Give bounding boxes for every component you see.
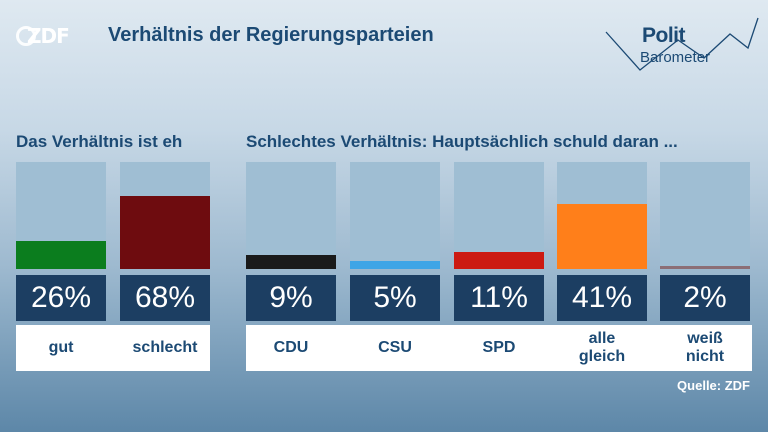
bar-track — [350, 162, 440, 269]
bar-spd — [454, 252, 544, 269]
bar-track — [246, 162, 336, 269]
politbarometer-zigzag-icon — [605, 17, 759, 71]
politbarometer-line2: Barometer — [640, 49, 711, 66]
chart-title: Verhältnis der Regierungsparteien — [108, 24, 434, 46]
right-label-strip — [246, 325, 752, 371]
bar-track — [660, 162, 750, 269]
bar-csu — [350, 261, 440, 269]
bar-cdu — [246, 255, 336, 269]
bar-track — [454, 162, 544, 269]
source-note: Quelle: ZDF — [677, 378, 750, 393]
category-label-cdu: CDU — [273, 339, 309, 356]
value-label-alle-gleich: 41% — [557, 275, 647, 321]
left-label-strip — [16, 325, 210, 371]
zdf-logo: ZDF — [16, 24, 70, 48]
zdf-ring-icon — [16, 26, 36, 46]
right-chart-title: Schlechtes Verhältnis: Hauptsächlich sch… — [246, 132, 678, 151]
value-label-spd: 11% — [454, 275, 544, 321]
value-label-weiß-nicht: 2% — [660, 275, 750, 321]
bar-alle-gleich — [557, 204, 647, 269]
category-label-spd: SPD — [482, 339, 516, 356]
bar-gut — [16, 241, 106, 269]
category-label-gut: gut — [48, 339, 74, 356]
value-label-cdu: 9% — [246, 275, 336, 321]
value-label-csu: 5% — [350, 275, 440, 321]
category-label-csu: CSU — [378, 339, 412, 356]
category-label-alle-gleich: alle gleich — [578, 330, 626, 365]
bar-schlecht — [120, 196, 210, 269]
bar-weiß-nicht — [660, 266, 750, 269]
bar-track — [557, 162, 647, 269]
value-label-gut: 26% — [16, 275, 106, 321]
category-label-schlecht: schlecht — [132, 339, 198, 356]
value-label-schlecht: 68% — [120, 275, 210, 321]
bar-track — [120, 162, 210, 269]
politbarometer-logo: Polit Barometer — [600, 12, 760, 72]
bar-track — [16, 162, 106, 269]
politbarometer-line1: Polit — [642, 24, 686, 47]
category-label-weiß-nicht: weiß nicht — [685, 330, 725, 365]
left-chart-title: Das Verhältnis ist eh — [16, 132, 183, 151]
